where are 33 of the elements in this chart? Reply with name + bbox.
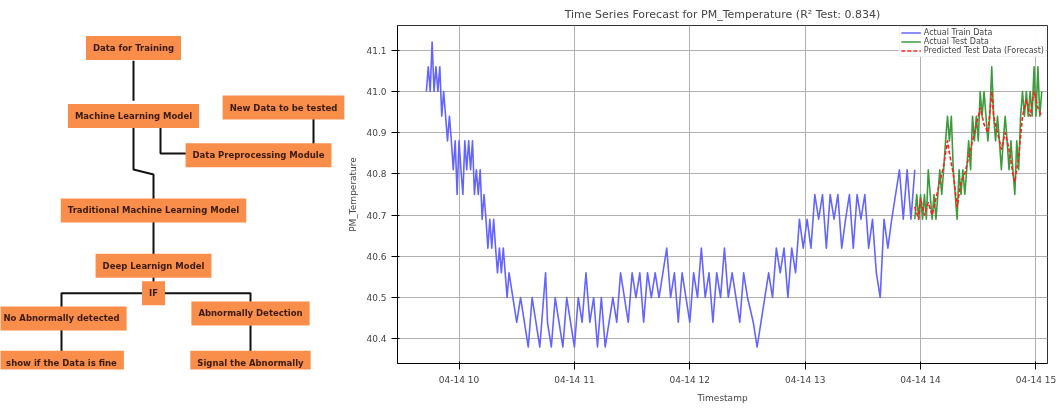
text: No Abnormally detected <box>3 313 120 324</box>
text: Deep Learnign Model <box>102 260 205 271</box>
y-tick-label: 40.9 <box>366 128 387 139</box>
text: Signal the Abnormally <box>197 357 305 368</box>
x-tick-label: 04-14 11 <box>554 374 595 385</box>
x-tick-label: 04-14 10 <box>438 374 480 385</box>
text: Abnormally Detection <box>198 308 303 319</box>
y-tick-label: 41.1 <box>366 45 387 56</box>
text: show if the Data is fine <box>6 357 118 368</box>
x-tick-label: 04-14 14 <box>900 374 942 385</box>
text: Traditional Machine Learning Model <box>67 205 240 216</box>
text: New Data to be tested <box>229 102 338 113</box>
y-tick-label: 40.6 <box>366 251 387 262</box>
text: Machine Learning Model <box>74 110 193 121</box>
y-tick-label: 40.8 <box>366 169 387 180</box>
chart-title: Time Series Forecast for PM_Temperature (R² Test: 0.834) <box>563 7 881 21</box>
y-axis-title: PM_Temperature <box>348 156 359 232</box>
x-tick-label: 04-14 13 <box>784 374 826 385</box>
text: IF <box>149 288 159 299</box>
x-axis-title: Timestamp <box>696 392 748 403</box>
line-series <box>914 90 1043 221</box>
line-series <box>914 65 1043 221</box>
y-tick-label: 40.7 <box>366 210 387 221</box>
x-tick-label: 04-14 12 <box>669 374 711 385</box>
x-tick-label: 04-14 15 <box>1015 374 1057 385</box>
legend-label: Actual Test Data <box>923 37 989 46</box>
y-tick-label: 40.4 <box>366 334 387 345</box>
legend-label: Predicted Test Data (Forecast) <box>923 46 1044 55</box>
y-tick-label: 41.0 <box>366 86 387 97</box>
text: Data for Training <box>92 43 175 54</box>
legend-label: Actual Train Data <box>923 28 993 37</box>
text: Data Preprocessing Module <box>192 150 325 161</box>
y-tick-label: 40.5 <box>366 293 387 304</box>
